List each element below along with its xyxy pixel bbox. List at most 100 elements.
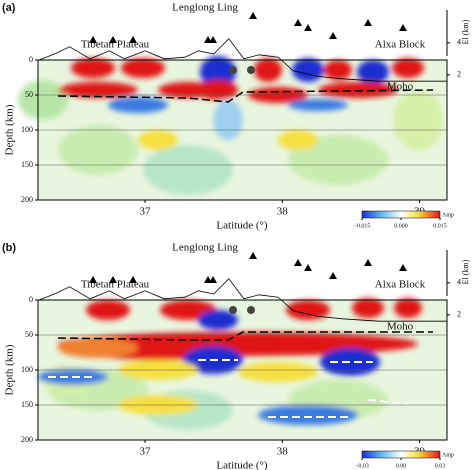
amplitude-patch <box>238 362 318 382</box>
annotation: Moho <box>387 81 414 93</box>
y-tick-label: 50 <box>25 330 33 339</box>
moho-line <box>57 89 434 103</box>
amplitude-patch <box>198 310 238 330</box>
station <box>364 259 372 266</box>
amplitude-patch <box>357 60 389 84</box>
y2-tick-label: 4 <box>457 38 461 47</box>
amplitude-patch <box>392 58 424 78</box>
amplitude-patch <box>121 58 165 78</box>
colorbar-tick-label: −0.015 <box>354 223 371 229</box>
station <box>294 259 302 266</box>
station <box>209 276 217 283</box>
colorbar-label: Amp <box>442 452 454 458</box>
image <box>38 298 422 430</box>
marker <box>229 66 237 74</box>
amplitude-patch <box>292 58 324 82</box>
y-axis-label: Depth (km) <box>4 344 16 395</box>
amplitude-patch <box>58 125 138 175</box>
y-tick-label: 100 <box>21 365 33 374</box>
y-axis-label: Depth (km) <box>4 104 16 155</box>
annotation: Tibetan Plateau <box>81 279 150 291</box>
amplitude-patch <box>258 405 358 425</box>
annotation: Alxa Block <box>375 279 426 291</box>
station <box>89 36 97 43</box>
y2-tick-label: 2 <box>457 310 461 319</box>
x-tick-label: 37 <box>140 446 152 458</box>
frame <box>37 59 448 201</box>
y-tick-label: 100 <box>21 125 33 134</box>
x-axis-label: Latitude (°) <box>216 220 267 232</box>
colorbar-tick-label: 0.015 <box>433 223 447 229</box>
amplitude-patch <box>324 60 352 80</box>
amplitude-patch <box>18 80 68 120</box>
amplitude-patch <box>58 338 138 358</box>
x-tick-label: 38 <box>277 446 289 458</box>
y2-axis-label: El (km) <box>461 259 470 284</box>
amplitude-patch <box>213 100 243 140</box>
dash <box>367 399 409 405</box>
amplitude-patch <box>288 99 348 111</box>
amplitude-patch <box>286 300 330 320</box>
x-tick-label: 37 <box>140 206 152 218</box>
annotation: Alxa Block <box>375 39 426 51</box>
station <box>109 36 117 43</box>
station <box>399 24 407 31</box>
colorbar-tick-label: 0.000 <box>394 223 408 229</box>
panel-label: (a) <box>2 2 16 14</box>
y-tick-label: 200 <box>21 435 33 444</box>
annotation: Moho <box>387 321 414 333</box>
station <box>399 264 407 271</box>
moho-line <box>57 331 433 341</box>
colorbar-tick-label: 0.03 <box>435 463 446 469</box>
colorbar-tick-label: −0.03 <box>355 463 369 469</box>
y-tick-label: 200 <box>21 195 33 204</box>
y-tick-label: 0 <box>29 295 33 304</box>
station <box>109 276 117 283</box>
amplitude-patch <box>86 300 130 320</box>
title: Lenglong Ling <box>172 242 238 254</box>
station <box>129 36 137 43</box>
y-tick-label: 150 <box>21 400 33 409</box>
station <box>294 19 302 26</box>
amplitude-patch <box>254 58 282 82</box>
y2-tick-label: 4 <box>457 278 461 287</box>
amplitude-patch <box>352 298 384 318</box>
colorbar <box>361 210 441 219</box>
amplitude-patch <box>288 135 388 185</box>
amplitude-patch <box>108 97 168 113</box>
y-tick-label: 150 <box>21 160 33 169</box>
x-axis-label: Latitude (°) <box>216 460 267 470</box>
station <box>304 24 312 31</box>
station <box>329 272 337 279</box>
station <box>89 276 97 283</box>
marker <box>229 306 237 314</box>
panel: (a)050100150200373839Latitude (°)Depth (… <box>2 2 470 232</box>
amplitude-patch <box>394 298 422 318</box>
colorbar-label: Amp <box>442 212 454 218</box>
amplitude-patch <box>393 90 443 150</box>
colorbar-tick-label: 0.00 <box>396 463 407 469</box>
marker <box>247 66 255 74</box>
station <box>249 12 257 19</box>
station <box>209 36 217 43</box>
topography <box>37 278 447 322</box>
station <box>364 19 372 26</box>
station <box>304 264 312 271</box>
panel-label: (b) <box>2 242 16 254</box>
amplitude-patch <box>138 130 178 150</box>
amplitude-patch <box>278 130 318 150</box>
colorbar <box>361 450 441 459</box>
topography <box>37 38 447 82</box>
amplitude-patch <box>143 145 233 195</box>
panel: (b)050100150200373839Latitude (°)Depth (… <box>2 242 470 470</box>
station <box>129 276 137 283</box>
annotation: Tibetan Plateau <box>81 39 150 51</box>
y2-axis-label: El (km) <box>461 19 470 44</box>
frame <box>37 299 448 441</box>
y-tick-label: 0 <box>29 55 33 64</box>
y2-tick-label: 2 <box>457 70 461 79</box>
amplitude-patch <box>200 56 236 88</box>
marker <box>247 306 255 314</box>
amplitude-patch <box>158 82 218 98</box>
